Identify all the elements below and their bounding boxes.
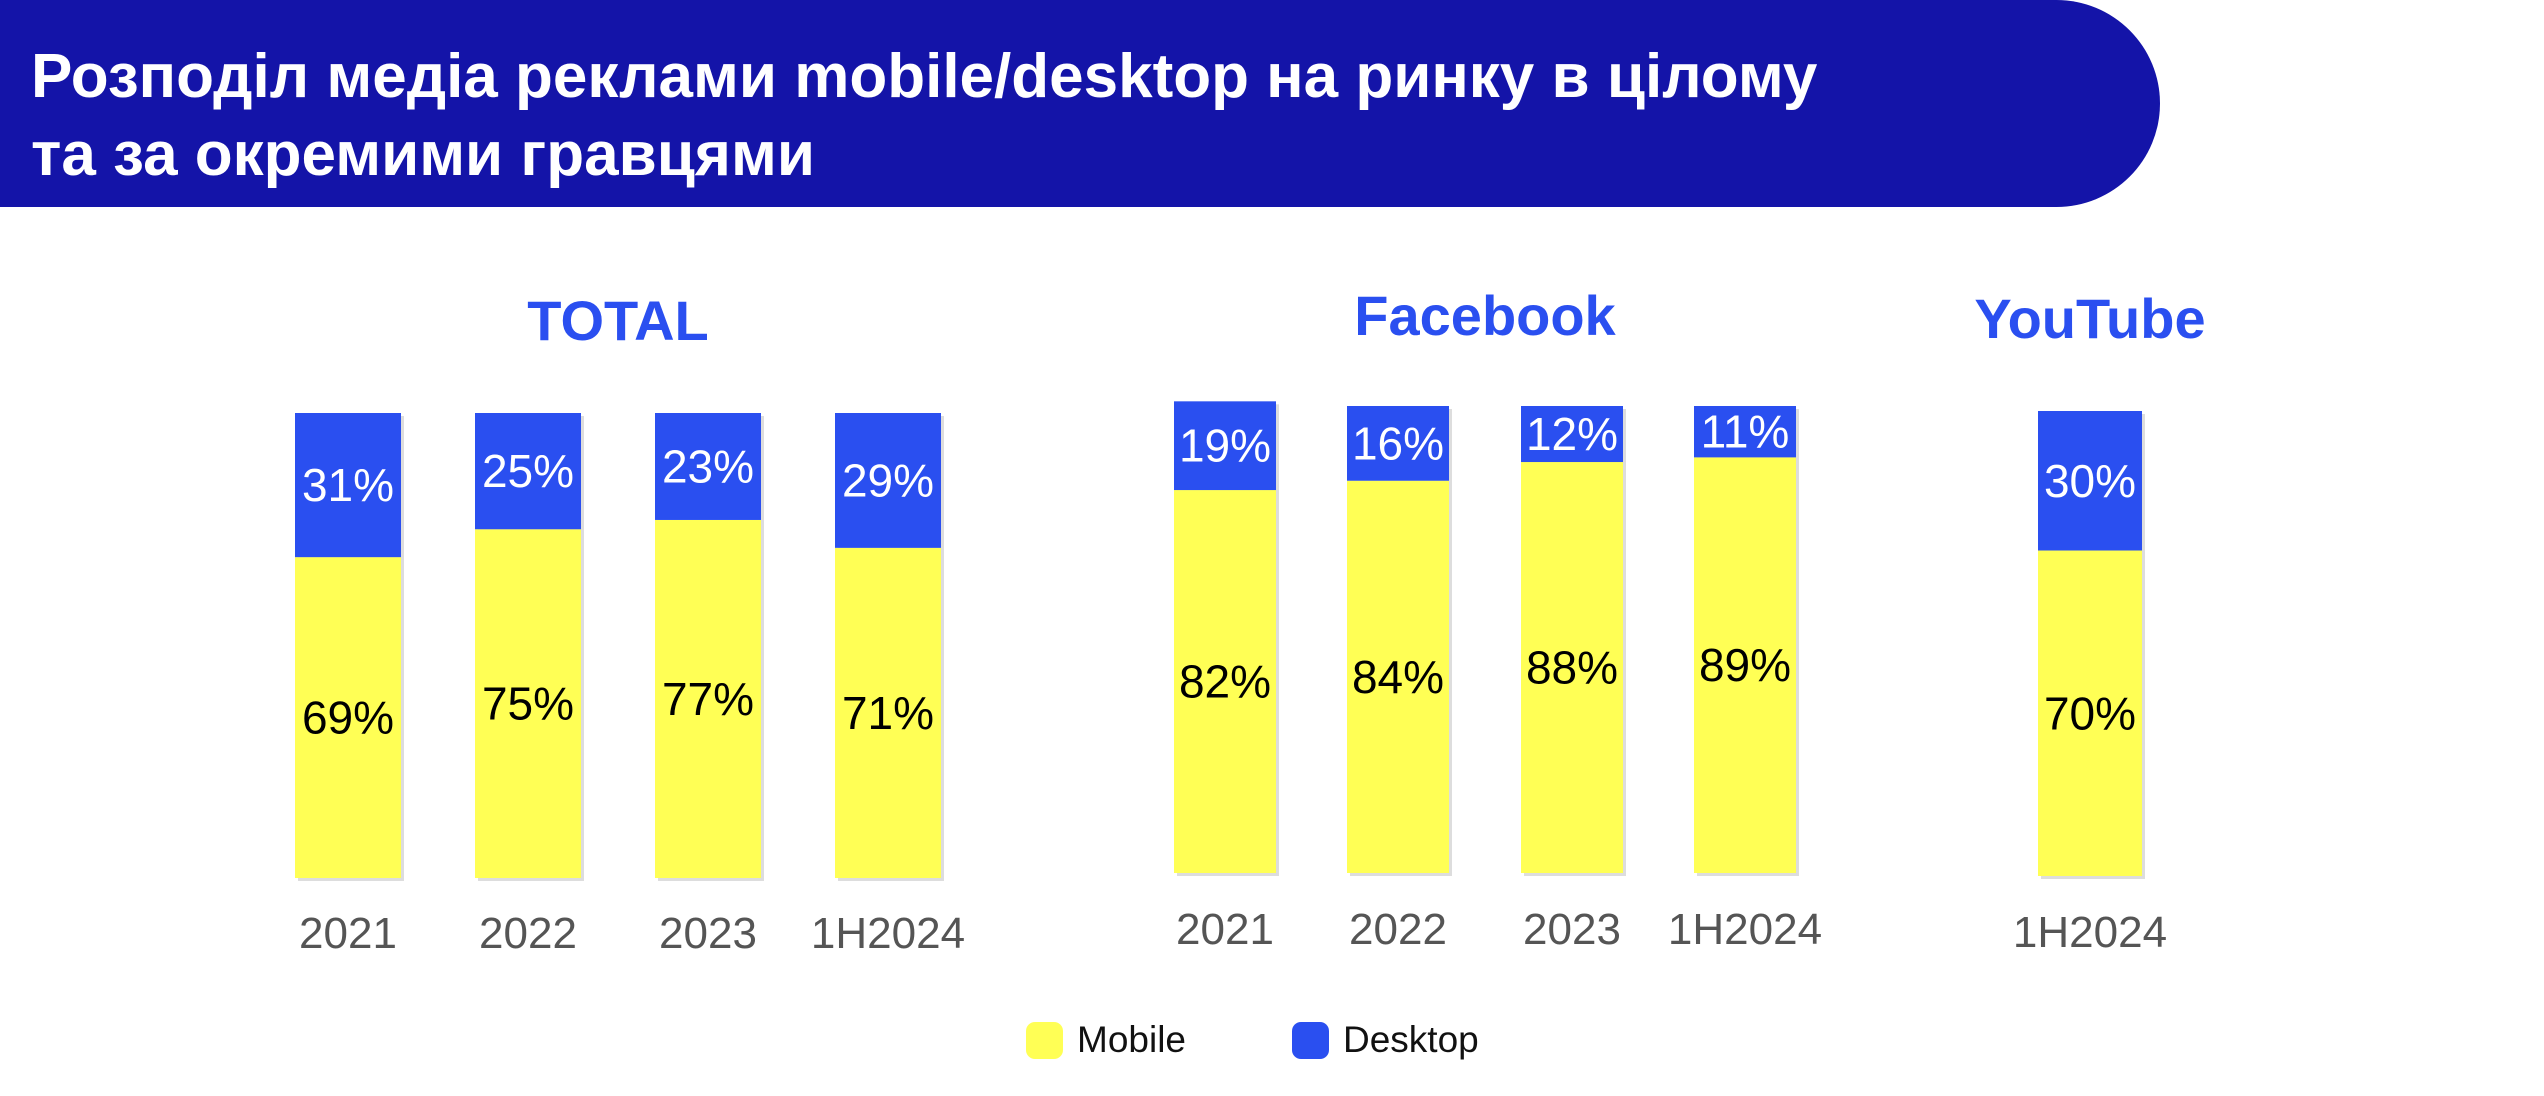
title-banner: Розподіл медіа реклами mobile/desktop на… (0, 0, 2160, 207)
category-label-total-2022: 2022 (479, 909, 577, 958)
bar-mobile-facebook-2023 (1521, 462, 1623, 873)
legend-desktop-swatch (1292, 1021, 1329, 1059)
category-label-total-2023: 2023 (659, 909, 757, 958)
bar-desktop-total-2021 (295, 413, 401, 558)
category-label-facebook-2021: 2021 (1176, 905, 1274, 954)
bar-desktop-facebook-2021 (1174, 401, 1276, 491)
legend-mobile-label: Mobile (1077, 1019, 1186, 1060)
label-mobile-total-1H2024: 71% (842, 687, 934, 739)
category-label-facebook-2023: 2023 (1523, 905, 1621, 954)
bar-mobile-facebook-2022 (1347, 480, 1449, 873)
label-desktop-facebook-1H2024: 11% (1701, 406, 1790, 458)
label-mobile-youtube-1H2024: 70% (2044, 687, 2136, 739)
bar-mobile-total-2023 (655, 519, 761, 878)
panel-title-total: TOTAL (527, 289, 708, 352)
label-mobile-facebook-2021: 82% (1179, 656, 1271, 708)
legend-desktop-label: Desktop (1343, 1019, 1479, 1060)
label-mobile-total-2021: 69% (302, 692, 394, 744)
category-label-total-2021: 2021 (299, 909, 397, 958)
bar-mobile-total-2022 (475, 529, 581, 878)
label-desktop-youtube-1H2024: 30% (2044, 455, 2136, 507)
panel-title-facebook: Facebook (1354, 284, 1616, 347)
bar-desktop-total-2022 (475, 413, 581, 530)
label-desktop-facebook-2022: 16% (1352, 417, 1444, 469)
category-label-facebook-1H2024: 1H2024 (1668, 905, 1822, 954)
page-title-line-1: Розподіл медіа реклами mobile/desktop на… (31, 42, 1818, 111)
page-title-line-2: та за окремими гравцями (31, 120, 815, 189)
label-mobile-facebook-1H2024: 89% (1699, 639, 1791, 691)
label-desktop-facebook-2021: 19% (1179, 420, 1271, 472)
bar-mobile-facebook-1H2024 (1694, 457, 1796, 873)
bar-mobile-facebook-2021 (1174, 490, 1276, 873)
bar-desktop-facebook-1H2024 (1694, 406, 1796, 458)
label-mobile-total-2023: 77% (662, 673, 754, 725)
label-desktop-total-2023: 23% (662, 440, 754, 492)
bar-desktop-total-1H2024 (835, 413, 941, 548)
label-mobile-total-2022: 75% (482, 678, 574, 730)
bar-desktop-facebook-2022 (1347, 406, 1449, 481)
label-mobile-facebook-2022: 84% (1352, 651, 1444, 703)
label-desktop-facebook-2023: 12% (1526, 408, 1618, 460)
legend-desktop: Desktop (1292, 1015, 1479, 1065)
bar-desktop-youtube-1H2024 (2038, 411, 2142, 551)
category-label-facebook-2022: 2022 (1349, 905, 1447, 954)
label-desktop-total-2021: 31% (302, 459, 394, 511)
legend-mobile-swatch (1026, 1021, 1063, 1059)
label-desktop-total-2022: 25% (482, 445, 574, 497)
legend-mobile: Mobile (1026, 1015, 1186, 1065)
bar-mobile-total-1H2024 (835, 547, 941, 878)
label-mobile-facebook-2023: 88% (1526, 642, 1618, 694)
panel-title-youtube: YouTube (1974, 287, 2205, 350)
bar-desktop-total-2023 (655, 413, 761, 520)
bar-mobile-youtube-1H2024 (2038, 550, 2142, 876)
category-label-youtube-1H2024: 1H2024 (2013, 908, 2167, 957)
label-desktop-total-1H2024: 29% (842, 454, 934, 506)
page-title: Розподіл медіа реклами mobile/desktop на… (31, 38, 2111, 194)
bar-desktop-facebook-2023 (1521, 406, 1623, 463)
category-label-total-1H2024: 1H2024 (811, 909, 965, 958)
bar-mobile-total-2021 (295, 557, 401, 878)
